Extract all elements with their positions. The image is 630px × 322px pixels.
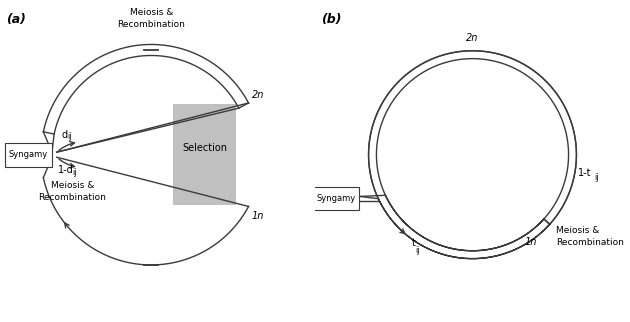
Text: (a): (a)	[6, 13, 26, 26]
Text: ij: ij	[67, 132, 72, 141]
Bar	[173, 104, 236, 205]
Text: Meiosis &
Recombination: Meiosis & Recombination	[556, 226, 624, 247]
Bar	[5, 143, 52, 166]
Text: ij: ij	[72, 168, 77, 177]
Text: (b): (b)	[321, 13, 342, 26]
Text: 2n: 2n	[252, 90, 264, 100]
Text: ij: ij	[415, 246, 420, 255]
Text: 1-t: 1-t	[578, 168, 592, 178]
Text: Syngamy: Syngamy	[9, 150, 48, 159]
Text: ij: ij	[595, 173, 599, 182]
Text: Meiosis &
Recombination: Meiosis & Recombination	[117, 8, 185, 29]
Text: Meiosis &
Recombination: Meiosis & Recombination	[38, 182, 106, 202]
Text: Selection: Selection	[182, 143, 227, 153]
Text: t: t	[412, 238, 416, 248]
Bar	[312, 187, 359, 211]
Text: 2n: 2n	[466, 33, 479, 43]
Text: d: d	[61, 129, 67, 139]
Text: 1-d: 1-d	[58, 165, 74, 175]
Text: 1n: 1n	[252, 211, 264, 221]
Text: Syngamy: Syngamy	[316, 194, 355, 203]
Text: 1n: 1n	[525, 237, 537, 247]
